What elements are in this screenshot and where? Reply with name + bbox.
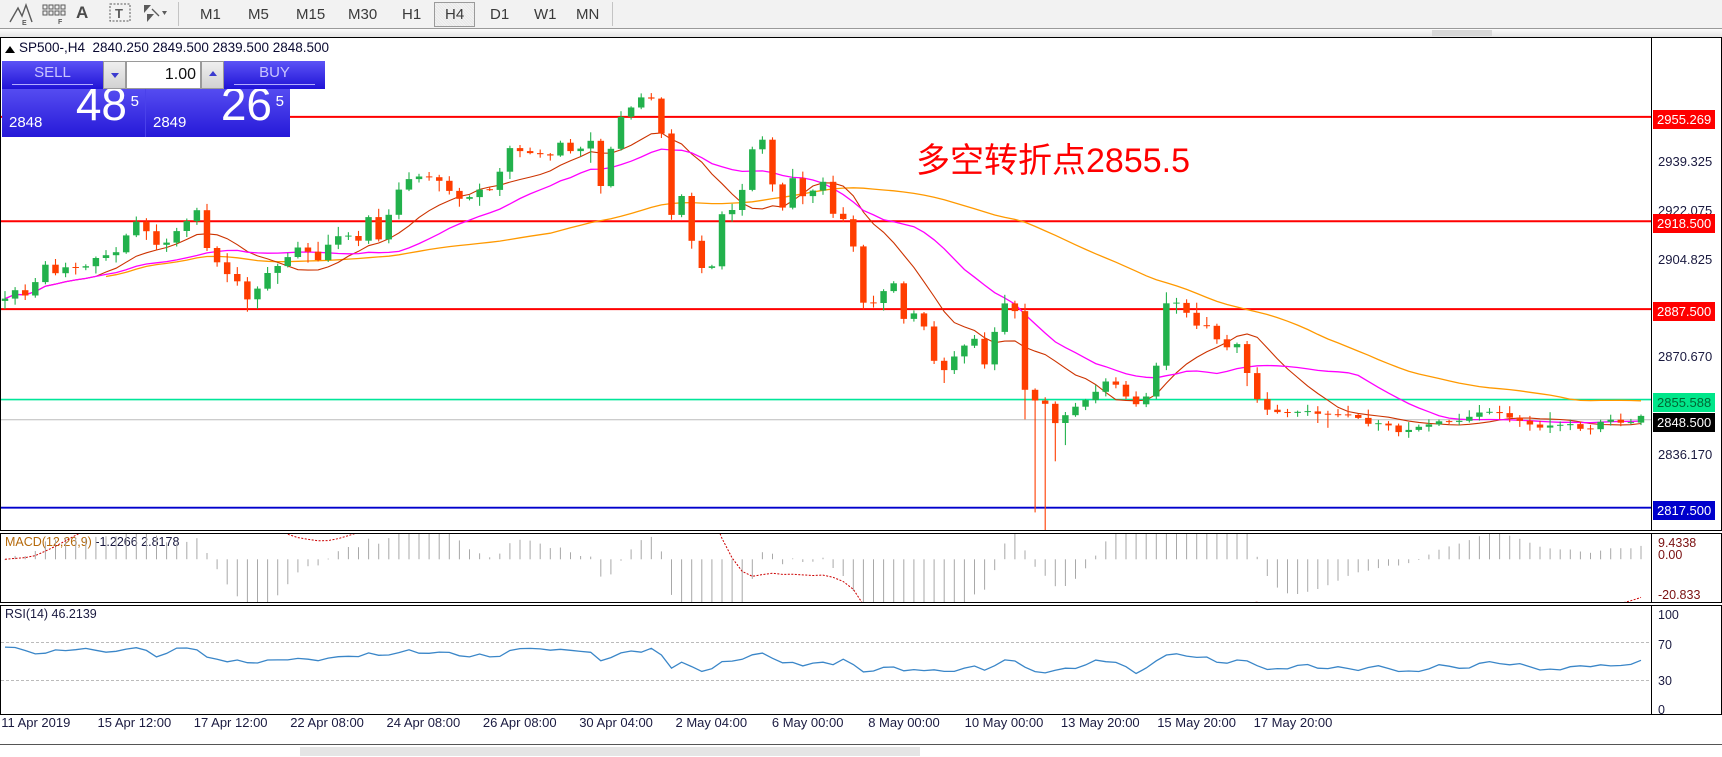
svg-text:E: E	[22, 20, 27, 25]
svg-text:F: F	[58, 19, 63, 25]
svg-text:T: T	[115, 6, 123, 21]
